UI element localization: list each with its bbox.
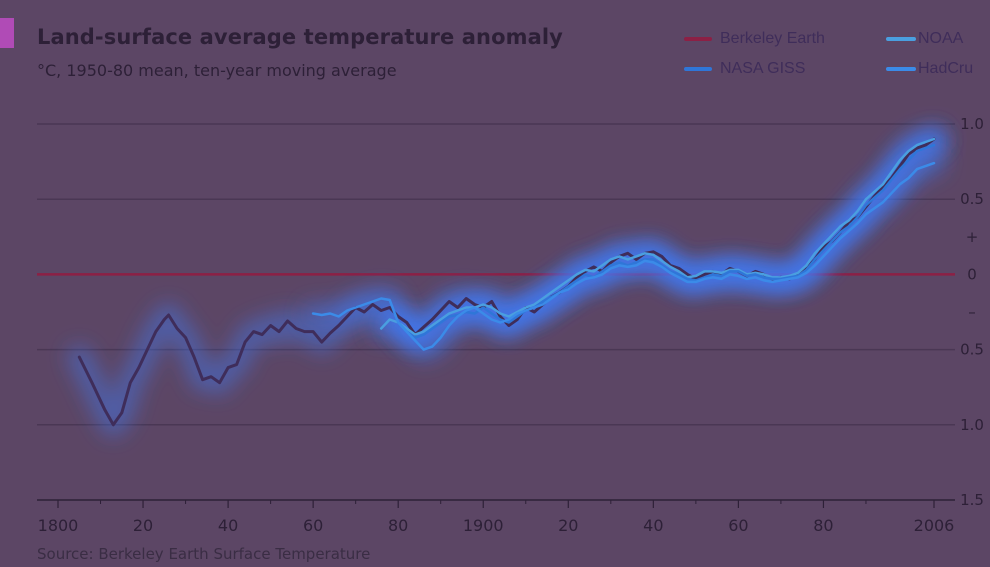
x-tick-label: 60: [303, 516, 323, 535]
x-tick-label: 40: [643, 516, 663, 535]
series-glow: [67, 127, 946, 437]
y-tick-label: –: [968, 303, 976, 321]
x-tick-label: 1900: [463, 516, 504, 535]
x-tick-label: 40: [218, 516, 238, 535]
x-tick-label: 80: [813, 516, 833, 535]
x-axis: 1800 20 40 60 80 1900 20 40 60 80 2006: [37, 499, 955, 535]
x-tick-label: 20: [133, 516, 153, 535]
chart-title: Land-surface average temperature anomaly: [37, 25, 563, 49]
y-axis-tick-labels: 1.0 0.5 +0 – 0.5 1.0 1.5: [960, 115, 984, 509]
x-tick-label: 80: [388, 516, 408, 535]
y-tick-label: 0.5: [960, 190, 984, 208]
chart-subtitle: °C, 1950-80 mean, ten-year moving averag…: [37, 61, 397, 80]
corner-accent-mark: [0, 18, 14, 48]
y-tick-label: 0.5: [960, 341, 984, 359]
x-tick-label: 2006: [914, 516, 955, 535]
series-lines: [77, 137, 936, 427]
y-tick-label: 1.0: [960, 416, 984, 434]
x-tick-label: 1800: [38, 516, 79, 535]
chart-source: Source: Berkeley Earth Surface Temperatu…: [37, 545, 371, 563]
y-tick-label: 0: [967, 265, 977, 283]
y-tick-label: 1.0: [960, 115, 984, 133]
series-line-hadcru: [311, 161, 936, 351]
y-tick-label: +: [966, 228, 979, 246]
x-tick-label: 20: [558, 516, 578, 535]
x-tick-label: 60: [728, 516, 748, 535]
y-tick-label: 1.5: [960, 491, 984, 509]
